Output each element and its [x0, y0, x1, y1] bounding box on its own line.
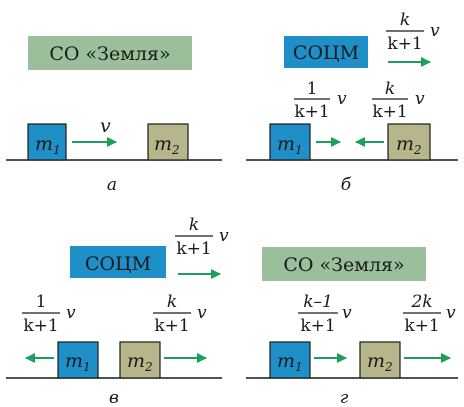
- mass2-label: m2: [154, 133, 180, 157]
- mass2-label: m2: [127, 350, 153, 374]
- mass1-label: m1: [35, 133, 61, 157]
- mass1-velocity-v: v: [337, 89, 347, 109]
- panel-caption-c: в: [109, 388, 119, 407]
- frame-label-box-earth: [262, 247, 426, 281]
- frame-label-box-com: [284, 36, 368, 68]
- mass2-velocity-denominator: k+1: [154, 316, 189, 336]
- mass1-velocity-numerator: 1: [307, 79, 318, 99]
- mass2-velocity-numerator: k: [167, 292, 177, 312]
- mass2-label: m2: [367, 350, 393, 374]
- mass1-velocity-v: v: [342, 303, 352, 323]
- frame-label-com: СОЦМ: [293, 42, 359, 64]
- mass1-block: [57, 341, 99, 379]
- mass2-velocity-numerator: 2k: [410, 292, 432, 312]
- mass1-velocity-denominator: k+1: [300, 316, 335, 336]
- mass2-block: [359, 341, 401, 379]
- panel-caption-a: а: [107, 175, 117, 195]
- frame-velocity-numerator: k: [189, 215, 199, 235]
- frame-label-box-com: [70, 246, 166, 278]
- panel-caption-d: г: [340, 388, 349, 407]
- mass2-velocity-numerator: k: [385, 79, 395, 99]
- panel-c: СОЦМ k k+1 v 1 k+1 v k k+1 v m1 m2 в: [6, 215, 229, 407]
- mass1-label: m1: [277, 133, 303, 157]
- mass2-label: m2: [396, 133, 422, 157]
- panel-caption-b: б: [341, 175, 352, 195]
- panel-a: СО «Земля» m1 v m2 а: [6, 36, 222, 195]
- frame-label-com: СОЦМ: [85, 253, 151, 275]
- mass2-velocity-v: v: [197, 303, 207, 323]
- mass2-block: [387, 123, 431, 161]
- frame-velocity-v: v: [219, 226, 229, 246]
- frame-label-box-earth: [28, 36, 192, 70]
- mass1-label: m1: [65, 350, 91, 374]
- frame-velocity-v: v: [430, 21, 440, 41]
- frame-label-earth: СО «Земля»: [283, 254, 404, 276]
- mass2-block: [147, 123, 189, 161]
- mass1-velocity-v: v: [66, 303, 76, 323]
- mass2-block: [119, 341, 161, 379]
- mass2-velocity-v: v: [415, 89, 425, 109]
- mass1-velocity-numerator: k–1: [303, 292, 333, 312]
- mass1-block: [27, 123, 67, 161]
- frame-label-earth: СО «Земля»: [49, 43, 170, 65]
- mass1-block: [269, 341, 311, 379]
- mass1-velocity-label: v: [100, 115, 111, 137]
- panel-b: СОЦМ k k+1 v 1 k+1 v k k+1 v m1 m2 б: [246, 10, 458, 195]
- frame-velocity-denominator: k+1: [387, 34, 422, 54]
- mass1-block: [269, 123, 311, 161]
- mass2-velocity-v: v: [446, 303, 456, 323]
- frame-velocity-numerator: k: [400, 10, 410, 30]
- mass1-velocity-denominator: k+1: [23, 316, 58, 336]
- mass2-velocity-denominator: k+1: [404, 316, 439, 336]
- mass1-label: m1: [277, 350, 303, 374]
- mass1-velocity-numerator: 1: [36, 292, 47, 312]
- mass1-velocity-denominator: k+1: [294, 102, 329, 122]
- panel-d: СО «Земля» k–1 k+1 v 2k k+1 v m1 m2 г: [246, 247, 458, 407]
- mass2-velocity-denominator: k+1: [372, 102, 407, 122]
- frame-velocity-denominator: k+1: [176, 239, 211, 259]
